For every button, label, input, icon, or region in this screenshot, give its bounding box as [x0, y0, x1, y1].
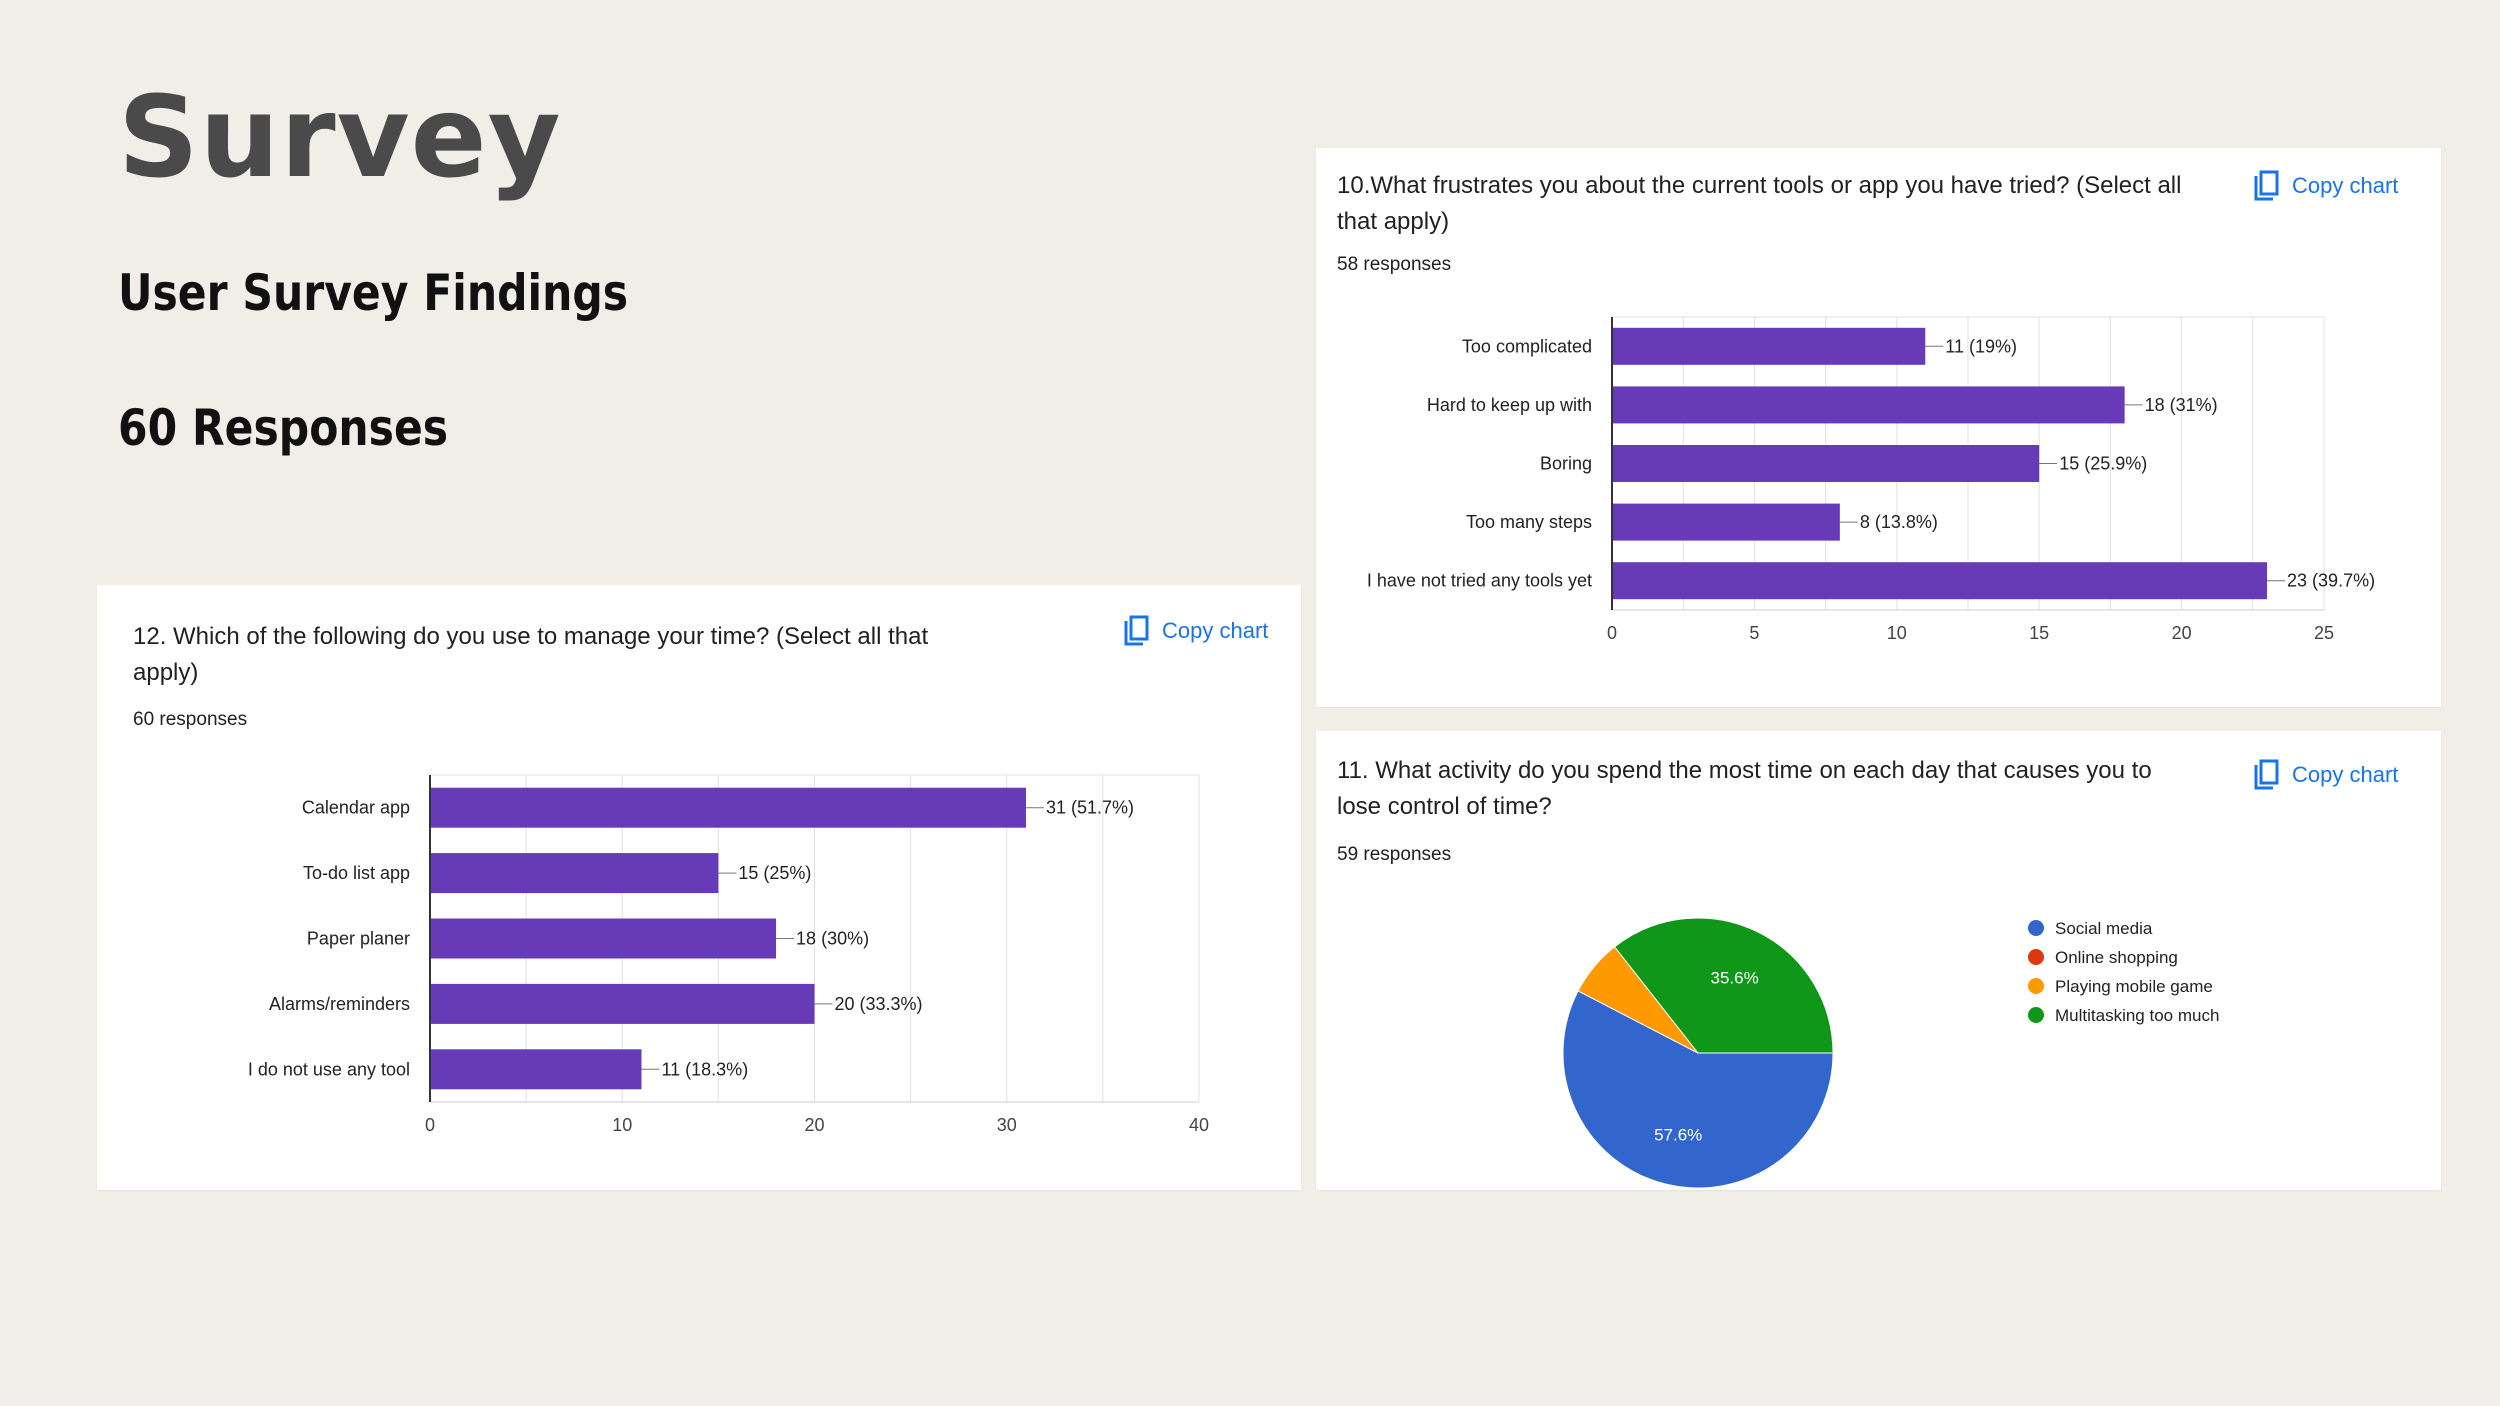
legend-marker: [2028, 949, 2044, 965]
copy-chart-label: Copy chart: [1162, 618, 1269, 643]
copy-icon: [1124, 615, 1149, 646]
legend-label: Multitasking too much: [2055, 1006, 2219, 1025]
x-tick-label: 30: [997, 1115, 1017, 1135]
slide-responses: 60 Responses: [118, 399, 449, 457]
legend-label: Online shopping: [2055, 948, 2178, 967]
x-tick-label: 0: [1607, 623, 1617, 643]
data-label: 23 (39.7%): [2287, 571, 2375, 591]
chart-card-q12: 12. Which of the following do you use to…: [97, 585, 1301, 1190]
x-tick-label: 20: [2172, 623, 2192, 643]
question-title: 12. Which of the following do you use to…: [133, 619, 1093, 691]
bar-chart-q10: 0 5 10 15 20 25 Too complicated 11 (19%) Hard to…: [1367, 316, 2375, 643]
chart-card-q11: 11. What activity do you spend the most …: [1316, 731, 2441, 1190]
legend-label: Playing mobile game: [2055, 977, 2213, 996]
bar: [431, 983, 815, 1024]
slice-label: 57.6%: [1654, 1125, 1702, 1144]
response-count: 59 responses: [1337, 844, 1452, 865]
question-line: apply): [133, 659, 199, 686]
legend-label: Social media: [2055, 919, 2153, 938]
data-label: 20 (33.3%): [835, 994, 923, 1014]
category-label: I do not use any tool: [248, 1059, 410, 1079]
x-tick-label: 5: [1749, 623, 1759, 643]
response-count: 58 responses: [1337, 254, 1452, 275]
x-tick-label: 25: [2314, 623, 2334, 643]
pie-slice: [1613, 917, 1834, 1054]
question-line: lose control of time?: [1337, 793, 1552, 820]
data-label: 8 (13.8%): [1860, 512, 1938, 532]
chart-card-q10: 10.What frustrates you about the current…: [1316, 148, 2441, 707]
response-count: 60 responses: [133, 709, 248, 730]
bar: [431, 787, 1026, 828]
x-tick-label: 40: [1189, 1115, 1209, 1135]
copy-chart-button[interactable]: Copy chart: [1122, 615, 1268, 647]
legend-marker: [2028, 978, 2044, 994]
copy-chart-label: Copy chart: [2292, 762, 2399, 787]
slice-label: 35.6%: [1710, 969, 1758, 988]
x-tick-label: 0: [425, 1115, 435, 1135]
pie-slice: [1562, 990, 1834, 1189]
copy-chart-button[interactable]: Copy chart: [2252, 759, 2398, 791]
data-label: 15 (25%): [738, 863, 811, 883]
question-line: 10.What frustrates you about the current…: [1337, 172, 2182, 199]
data-label: 18 (31%): [2145, 395, 2218, 415]
x-tick-label: 10: [1887, 623, 1907, 643]
question-line: 11. What activity do you spend the most …: [1337, 757, 2152, 784]
pie-chart-q11: 57.6% 35.6% Social media Online shopping Pla…: [1562, 917, 2219, 1189]
data-label: 31 (51.7%): [1046, 798, 1134, 818]
copy-icon: [2254, 170, 2279, 201]
copy-icon: [2254, 759, 2279, 790]
question-line: 12. Which of the following do you use to…: [133, 623, 929, 650]
legend-marker: [2028, 920, 2044, 936]
category-label: Hard to keep up with: [1427, 395, 1592, 415]
slide-title: Survey: [118, 73, 562, 203]
x-tick-label: 10: [612, 1115, 632, 1135]
bar: [1613, 503, 1840, 541]
bar: [1613, 386, 2125, 424]
bar: [1613, 327, 1926, 365]
category-label: Boring: [1540, 454, 1592, 474]
category-label: Calendar app: [302, 798, 410, 818]
category-label: To-do list app: [303, 863, 410, 883]
data-label: 11 (18.3%): [661, 1059, 748, 1079]
category-label: Too many steps: [1466, 512, 1592, 532]
bar: [1613, 445, 2040, 482]
bar: [1613, 562, 2268, 600]
legend-marker: [2028, 1007, 2044, 1023]
category-label: Paper planer: [307, 929, 410, 949]
category-label: Alarms/reminders: [269, 994, 410, 1014]
slide-subtitle: User Survey Findings: [118, 264, 629, 322]
data-label: 18 (30%): [796, 929, 869, 949]
bar: [431, 1049, 642, 1090]
bar-chart-q12: 0 10 20 30 40 Calendar app 31 (51.7%) To-do lis…: [248, 774, 1209, 1135]
copy-chart-label: Copy chart: [2292, 173, 2399, 198]
data-label: 15 (25.9%): [2059, 454, 2147, 474]
bar: [431, 918, 777, 959]
question-title: 11. What activity do you spend the most …: [1337, 753, 2237, 825]
category-label: I have not tried any tools yet: [1367, 571, 1592, 591]
question-title: 10.What frustrates you about the current…: [1337, 168, 2237, 240]
bar: [431, 853, 719, 894]
question-line: that apply): [1337, 208, 1450, 235]
category-label: Too complicated: [1462, 336, 1592, 356]
data-label: 11 (19%): [1945, 336, 2017, 356]
x-tick-label: 20: [804, 1115, 824, 1135]
x-tick-label: 15: [2029, 623, 2049, 643]
copy-chart-button[interactable]: Copy chart: [2252, 170, 2398, 202]
